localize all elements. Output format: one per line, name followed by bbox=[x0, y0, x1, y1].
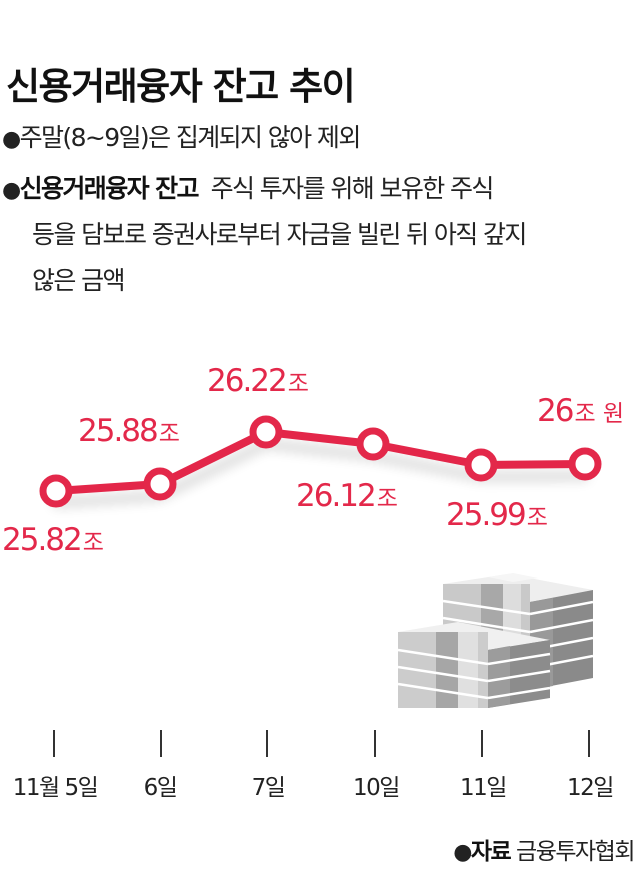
x-label-3: 10일 bbox=[353, 775, 400, 801]
value-label-3: 26.12조 bbox=[296, 478, 398, 514]
x-tick-5 bbox=[588, 730, 590, 757]
money-stack-icon bbox=[397, 573, 593, 708]
bullet-icon: ● bbox=[2, 127, 21, 152]
x-tick-1 bbox=[160, 730, 162, 757]
x-label-4: 11일 bbox=[460, 775, 507, 801]
x-tick-4 bbox=[481, 730, 483, 757]
definition-text-line3: 않은 금액 bbox=[32, 266, 126, 295]
data-point-0 bbox=[39, 474, 73, 508]
value-number: 26.12 bbox=[296, 478, 377, 514]
value-number: 26.22 bbox=[207, 363, 288, 399]
data-point-3 bbox=[356, 427, 390, 461]
x-tick-3 bbox=[374, 730, 376, 757]
value-number: 26 bbox=[537, 393, 574, 429]
value-label-4: 25.99조 bbox=[446, 497, 548, 533]
value-label-5: 26조 원 bbox=[537, 393, 624, 429]
source-name: 금융투자협회 bbox=[516, 839, 635, 865]
data-markers bbox=[39, 415, 602, 508]
bullet-icon: ● bbox=[453, 840, 472, 865]
definition-text-line1: 주식 투자를 위해 보유한 주식 bbox=[210, 174, 495, 203]
value-number: 25.82 bbox=[2, 522, 83, 558]
value-unit: 조 bbox=[158, 421, 180, 447]
definition-term: 신용거래융자 잔고 bbox=[19, 174, 200, 203]
value-number: 25.99 bbox=[446, 497, 527, 533]
note-text: 주말(8~9일)은 집계되지 않아 제외 bbox=[19, 123, 362, 152]
x-tick-2 bbox=[266, 730, 268, 757]
chart-title: 신용거래융자 잔고 추이 bbox=[6, 65, 356, 108]
source-credit: ●자료 금융투자협회 bbox=[453, 832, 635, 866]
value-unit: 조 bbox=[287, 371, 309, 397]
x-label-5: 12일 bbox=[567, 775, 614, 801]
value-unit: 조 bbox=[376, 486, 398, 512]
data-line bbox=[52, 428, 589, 495]
value-unit: 조 bbox=[526, 505, 548, 531]
data-point-1 bbox=[143, 467, 177, 501]
data-point-2 bbox=[249, 415, 283, 449]
value-label-2: 26.22조 bbox=[207, 363, 309, 399]
money-stack-front bbox=[397, 622, 551, 708]
note-weekend-excluded: ●주말(8~9일)은 집계되지 않아 제외 bbox=[2, 118, 362, 154]
source-label: 자료 bbox=[470, 839, 512, 865]
x-label-1: 6일 bbox=[143, 775, 178, 801]
bullet-icon: ● bbox=[2, 178, 21, 203]
value-number: 25.88 bbox=[78, 413, 159, 449]
value-label-1: 25.88조 bbox=[78, 413, 180, 449]
value-unit: 조 bbox=[82, 530, 104, 556]
definition-text-line2: 등을 담보로 증권사로부터 자금을 빌린 뒤 아직 갚지 bbox=[32, 220, 527, 249]
data-point-4 bbox=[464, 448, 498, 482]
note-definition: ●신용거래융자 잔고 주식 투자를 위해 보유한 주식 bbox=[2, 169, 495, 205]
x-label-0: 11월 5일 bbox=[12, 775, 99, 801]
x-tick-0 bbox=[53, 730, 55, 757]
x-label-2: 7일 bbox=[251, 775, 286, 801]
value-label-0: 25.82조 bbox=[2, 522, 104, 558]
data-point-5 bbox=[568, 447, 602, 481]
value-unit: 조 원 bbox=[574, 401, 625, 427]
